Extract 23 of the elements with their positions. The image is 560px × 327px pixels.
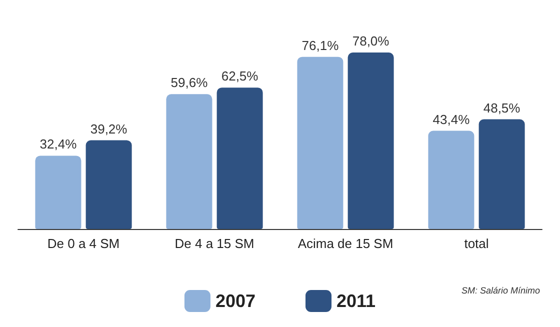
data-label: 32,4% xyxy=(40,136,78,152)
data-label: 78,0% xyxy=(352,34,390,49)
data-label: 39,2% xyxy=(90,121,128,136)
data-label: 43,4% xyxy=(432,112,470,127)
legend-label: 2011 xyxy=(336,291,376,311)
bar xyxy=(35,156,82,229)
x-tick-label: total xyxy=(464,236,489,251)
bar xyxy=(166,94,212,229)
text: SM: Salário Mínimo xyxy=(461,286,540,296)
bar xyxy=(478,119,525,229)
bar xyxy=(297,56,344,229)
x-tick-label: De 0 a 4 SM xyxy=(47,236,120,251)
legend-label: 2007 xyxy=(215,291,256,311)
data-label: 48,5% xyxy=(483,100,521,116)
x-tick-label: De 4 a 15 SM xyxy=(174,236,254,251)
x-tick-label: Acima de 15 SM xyxy=(298,236,394,251)
bar xyxy=(86,140,132,229)
bar xyxy=(216,88,263,229)
data-label: 62,5% xyxy=(221,68,259,84)
data-label: 76,1% xyxy=(302,38,340,53)
bar xyxy=(348,52,394,229)
data-label: 59,6% xyxy=(170,75,208,90)
bar xyxy=(428,130,474,229)
